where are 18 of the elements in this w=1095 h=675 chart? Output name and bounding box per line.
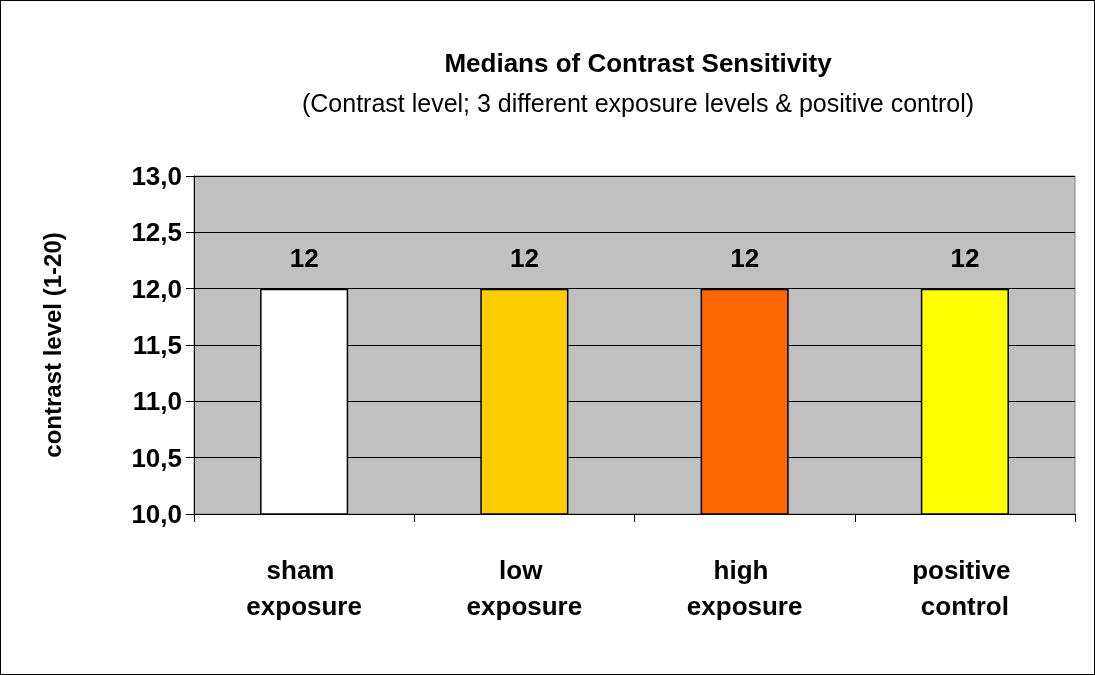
- data-label: 12: [730, 242, 760, 273]
- data-label: 12: [950, 242, 980, 273]
- chart-title: Medians of Contrast Sensitivity: [444, 48, 833, 78]
- y-axis-title: contrast level (1-20): [38, 232, 66, 458]
- data-label: 12: [289, 242, 319, 273]
- data-label: 12: [509, 242, 539, 273]
- x-tick-label: low exposure: [466, 555, 583, 621]
- x-tick-label: sham exposure: [246, 555, 362, 621]
- y-tick-label: 11,0: [132, 386, 182, 417]
- x-tick-label: high exposure: [686, 555, 803, 621]
- chart-subtitle: (Contrast level; 3 different exposure levels & positive control): [301, 88, 975, 117]
- y-tick-label: 11,5: [132, 330, 182, 360]
- y-tick-label: 13,0: [131, 161, 182, 191]
- y-tick-label: 12,5: [131, 217, 182, 248]
- x-tick-label: positive control: [912, 555, 1018, 621]
- y-tick-label: 10,5: [131, 442, 182, 473]
- y-tick-label: 10,0: [131, 499, 182, 529]
- y-tick-label: 12,0: [131, 273, 182, 304]
